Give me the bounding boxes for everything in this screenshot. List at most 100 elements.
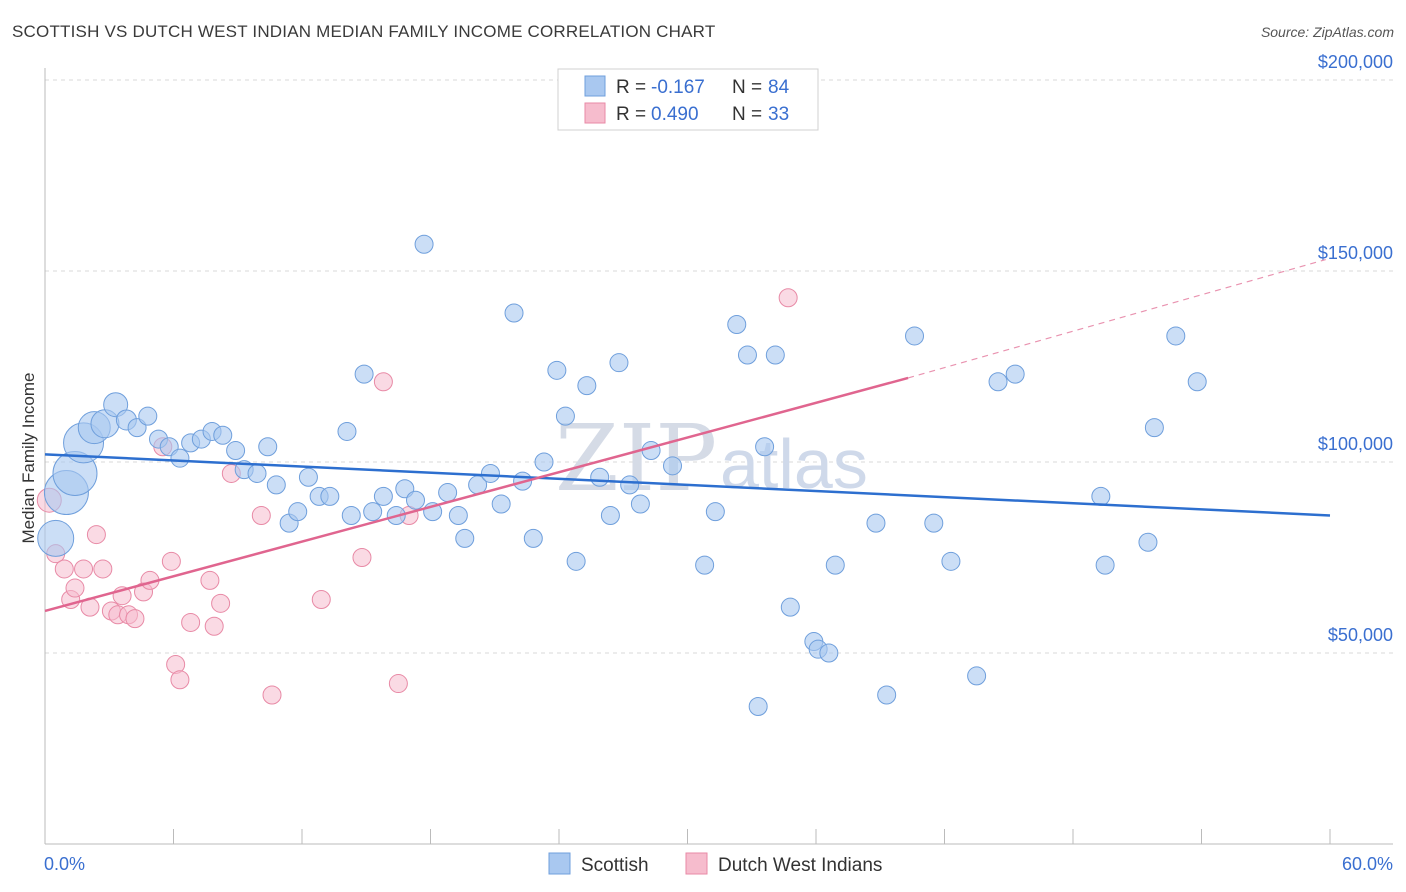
dutch-west-indians-point <box>93 559 113 579</box>
scottish-point <box>748 696 768 716</box>
scottish-points <box>37 234 1207 716</box>
chart-source: Source: ZipAtlas.com <box>1260 24 1394 40</box>
scottish-point <box>1095 555 1115 575</box>
y-tick-label: $100,000 <box>1318 434 1393 454</box>
scottish-point <box>765 345 785 365</box>
dutch-west-indians-point <box>86 525 106 545</box>
dutch-west-indians-point <box>373 372 393 392</box>
y-tick-label: $150,000 <box>1318 243 1393 263</box>
legend-r-value-scottish: -0.167 <box>651 77 705 98</box>
legend-swatch-scottish <box>584 75 606 97</box>
scottish-point <box>695 555 715 575</box>
scottish-point <box>555 406 575 426</box>
scottish-point <box>663 456 683 476</box>
scottish-point <box>337 421 357 441</box>
dutch-west-indians-point <box>204 616 224 636</box>
bottom-legend-label-dutch: Dutch West Indians <box>718 855 882 876</box>
dutch-west-indians-point <box>170 670 190 690</box>
legend-r-label-dutch: R = <box>616 104 646 125</box>
dutch-trend-extension <box>907 258 1326 379</box>
bottom-legend-swatch-dutch <box>685 852 708 875</box>
scottish-point <box>226 441 246 461</box>
scottish-point <box>523 528 543 548</box>
scottish-point <box>448 505 468 525</box>
scottish-point <box>600 505 620 525</box>
legend-n-value-scottish: 84 <box>768 77 790 98</box>
dutch-west-indians-point <box>251 505 271 525</box>
dutch-west-indians-points <box>36 288 798 705</box>
scottish-point <box>406 490 426 510</box>
scottish-point <box>547 360 567 380</box>
scottish-point <box>363 502 383 522</box>
scottish-point <box>247 463 267 483</box>
scottish-point <box>967 666 987 686</box>
grid-lines <box>45 79 1393 654</box>
scottish-point <box>1138 532 1158 552</box>
legend-n-label-dutch: N = <box>732 104 762 125</box>
axes <box>44 68 1393 845</box>
scottish-point <box>373 486 393 506</box>
scottish-point <box>138 406 158 426</box>
dutch-trend-line <box>44 376 909 613</box>
scottish-point <box>755 437 775 457</box>
scottish-point <box>480 463 500 483</box>
x-tick-labels: 0.0% 60.0% <box>44 854 1393 874</box>
scottish-point <box>630 494 650 514</box>
scottish-point <box>170 448 190 468</box>
dutch-west-indians-point <box>125 609 145 629</box>
scottish-point <box>341 505 361 525</box>
scottish-point <box>1005 364 1025 384</box>
dutch-west-indians-point <box>200 570 220 590</box>
scottish-point <box>866 513 886 533</box>
scottish-point <box>819 643 839 663</box>
dutch-west-indians-point <box>65 578 85 598</box>
scottish-point <box>455 528 475 548</box>
scottish-point <box>705 502 725 522</box>
dutch-west-indians-point <box>311 590 331 610</box>
scottish-point <box>414 234 434 254</box>
scottish-point <box>590 467 610 487</box>
dutch-west-indians-point <box>262 685 282 705</box>
y-tick-labels: $50,000 $100,000 $150,000 $200,000 <box>1318 52 1393 645</box>
correlation-legend: R = -0.167 N = 84 R = 0.490 N = 33 <box>557 68 819 131</box>
scottish-point <box>266 475 286 495</box>
y-tick-label: $50,000 <box>1328 625 1393 645</box>
dutch-west-indians-point <box>388 674 408 694</box>
scottish-trend-line <box>44 453 1331 517</box>
scottish-point <box>905 326 925 346</box>
scottish-point <box>1187 372 1207 392</box>
scottish-point <box>298 467 318 487</box>
dutch-west-indians-point <box>54 559 74 579</box>
dutch-west-indians-point <box>352 548 372 567</box>
scottish-point <box>258 437 278 457</box>
dutch-west-indians-point <box>181 612 201 632</box>
x-tick-label: 0.0% <box>44 854 85 874</box>
watermark-zip: ZIP <box>555 405 717 512</box>
scottish-point <box>988 372 1008 392</box>
dutch-west-indians-point <box>211 593 231 613</box>
scottish-point <box>877 685 897 705</box>
y-axis-title: Median Family Income <box>19 372 38 543</box>
legend-n-label-scottish: N = <box>732 77 762 98</box>
bottom-legend-label-scottish: Scottish <box>581 855 649 876</box>
scottish-point <box>213 425 233 445</box>
scottish-point <box>37 519 75 557</box>
chart-title: SCOTTISH VS DUTCH WEST INDIAN MEDIAN FAM… <box>12 22 716 41</box>
scottish-point <box>620 475 640 495</box>
scottish-point <box>566 551 586 571</box>
scottish-point <box>438 483 458 503</box>
scottish-point <box>941 551 961 571</box>
scottish-point <box>924 513 944 533</box>
scottish-point <box>780 597 800 617</box>
scottish-point <box>825 555 845 575</box>
legend-n-value-dutch: 33 <box>768 104 789 125</box>
scottish-point <box>534 452 554 472</box>
series-legend: Scottish Dutch West Indians <box>548 852 882 876</box>
bottom-legend-swatch-scottish <box>548 852 571 875</box>
x-tick-label: 60.0% <box>1342 854 1393 874</box>
scottish-point <box>1091 486 1111 506</box>
legend-r-value-dutch: 0.490 <box>651 104 699 125</box>
scottish-point <box>354 364 374 384</box>
scottish-point <box>727 314 747 334</box>
